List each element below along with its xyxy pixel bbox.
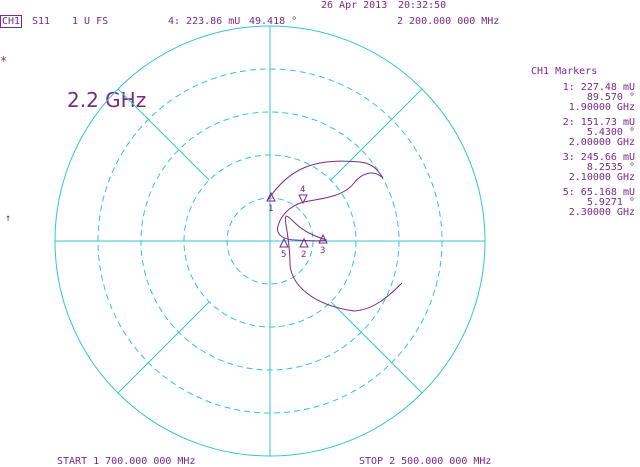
arrow-up-icon: ↑ [5, 213, 12, 224]
parameter-label[interactable]: S11 [32, 16, 51, 27]
frequency-annotation: 2.2 GHz [67, 88, 147, 112]
grid-diagonal [117, 301, 210, 394]
star-icon: * [0, 54, 8, 68]
marker-3-frequency: 2.10000 GHz [568, 172, 635, 183]
grid-diagonal [117, 88, 210, 181]
marker-readout: 2: 151.73 mU 5.4300 ° 2.00000 GHz [527, 118, 635, 148]
stop-frequency[interactable]: STOP 2 500.000 000 MHz [359, 456, 492, 467]
format-label[interactable]: 1 U FS [72, 16, 109, 27]
marker-5-label: 5 [281, 250, 286, 260]
marker-readout: 3: 245.66 mU 8.2535 ° 2.10000 GHz [527, 153, 635, 183]
marker-5-frequency: 2.30000 GHz [568, 207, 635, 218]
marker-1-frequency: 1.90000 GHz [568, 102, 635, 113]
marker-3-magnitude: 3: 245.66 mU [562, 152, 635, 163]
marker-5-magnitude: 5: 65.168 mU [562, 187, 635, 198]
marker-1-phase: 89.570 ° [586, 92, 635, 103]
marker-2-label: 2 [301, 250, 306, 260]
marker-2-magnitude: 2: 151.73 mU [562, 117, 635, 128]
marker-3-label: 3 [320, 246, 325, 256]
marker-readout: 5: 65.168 mU 5.9271 ° 2.30000 GHz [527, 188, 635, 218]
marker-1-triangle [266, 191, 276, 202]
channel-button[interactable]: CH1 [0, 15, 23, 28]
marker-2-phase: 5.4300 ° [586, 127, 635, 138]
marker-1-magnitude: 1: 227.48 mU [562, 82, 635, 93]
marker-3-phase: 8.2535 ° [586, 162, 635, 173]
marker-readout: 1: 227.48 mU 89.570 ° 1.90000 GHz [527, 83, 635, 113]
marker-3-triangle [318, 233, 328, 244]
time-label: 20:32:50 [398, 0, 447, 11]
start-frequency[interactable]: START 1 700.000 000 MHz [57, 456, 196, 467]
grid-diagonal [330, 88, 423, 181]
marker-4-triangle [298, 194, 308, 205]
active-marker-phase: 49.418 ° [249, 16, 298, 27]
marker-5-phase: 5.9271 ° [586, 197, 635, 208]
active-marker-value: 4: 223.86 mU [168, 16, 241, 27]
date-label: 26 Apr 2013 [321, 0, 388, 11]
marker-4-label: 4 [300, 185, 305, 195]
active-marker-frequency: 2 200.000 000 MHz [397, 16, 500, 27]
marker-1-label: 1 [268, 204, 273, 214]
s11-trace [267, 160, 403, 312]
markers-panel-title: CH1 Markers [531, 66, 598, 77]
marker-2-triangle [299, 237, 309, 248]
marker-2-frequency: 2.00000 GHz [568, 137, 635, 148]
marker-5-triangle [279, 237, 289, 248]
grid-diagonal [330, 301, 423, 394]
